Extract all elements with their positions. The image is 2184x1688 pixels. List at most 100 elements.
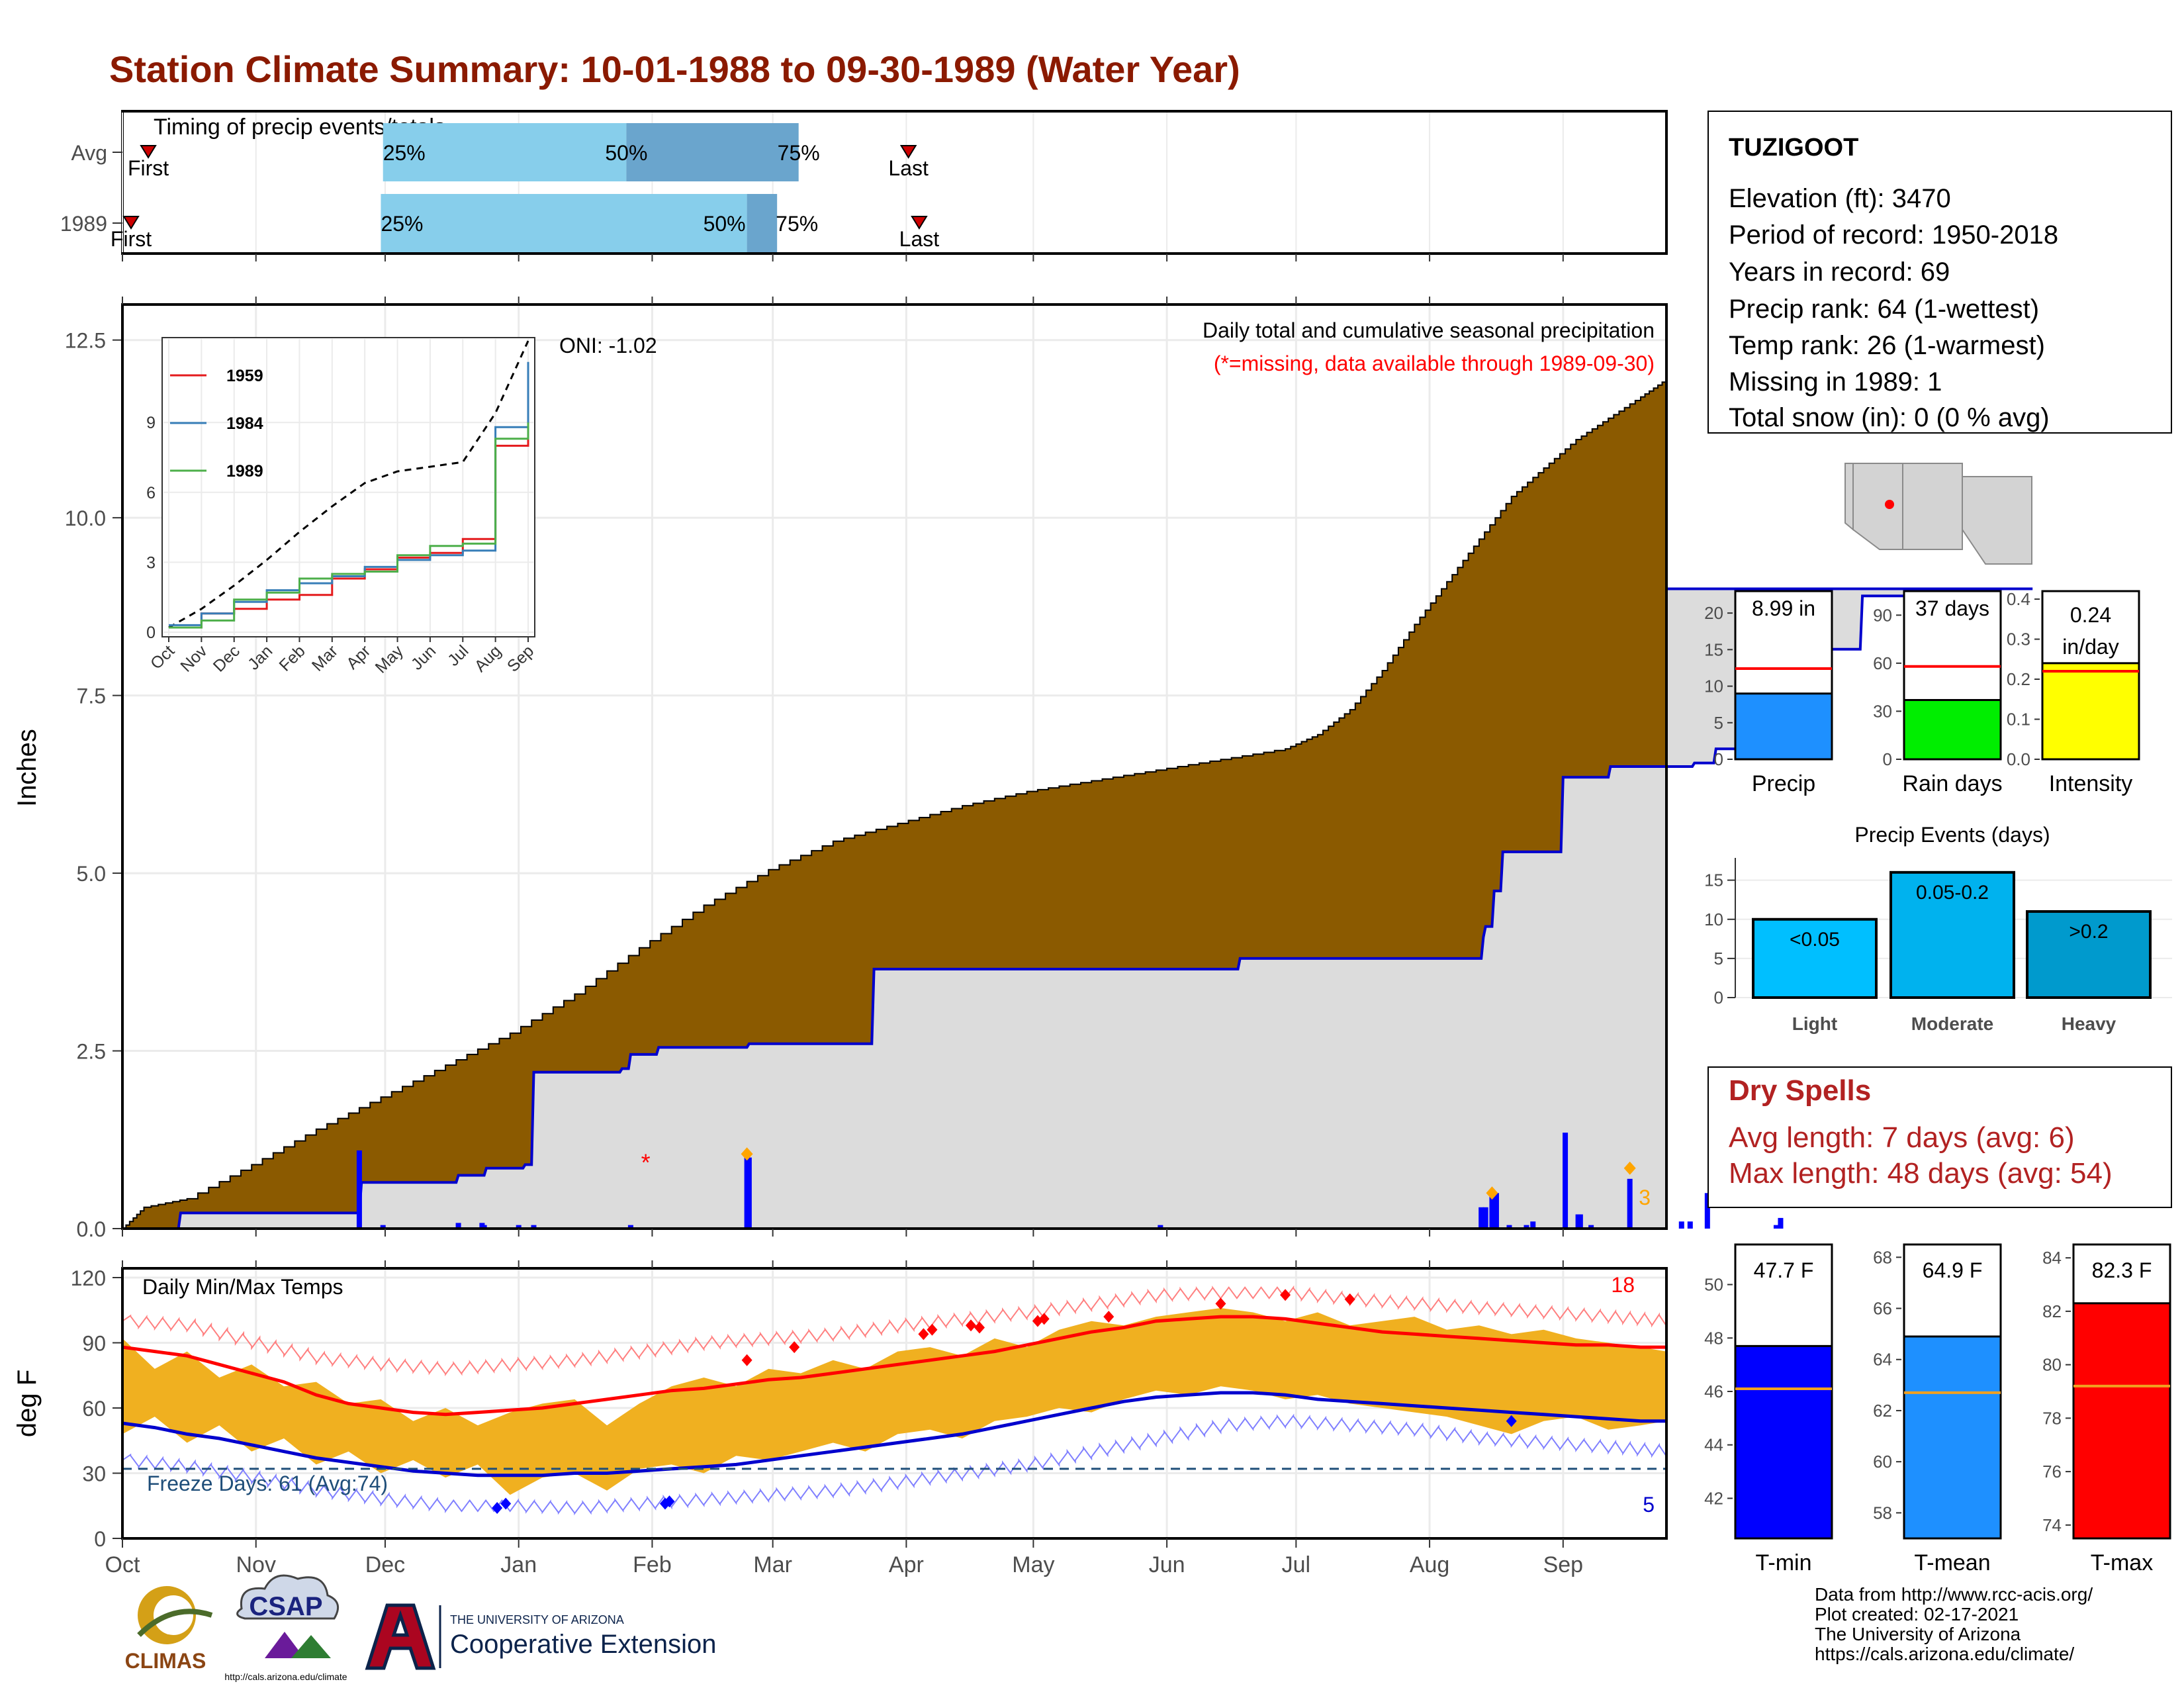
- month-label: Jun: [1149, 1552, 1185, 1577]
- mini-bar-category: Rain days: [1902, 771, 2002, 796]
- daily-precip-bar: [1563, 1133, 1569, 1229]
- record-max-marker: [927, 1323, 938, 1336]
- events-category-label: Moderate: [1911, 1013, 1993, 1034]
- inset-legend-label: 1959: [226, 367, 263, 385]
- station-location-marker: [1885, 500, 1894, 509]
- map-region-newmexico: [1902, 463, 1963, 550]
- record-min-marker: [492, 1502, 503, 1515]
- ua-small-text: THE UNIVERSITY OF ARIZONA: [450, 1613, 624, 1626]
- mini-bar-tick-label: 20: [1704, 603, 1723, 623]
- record-max-marker: [974, 1321, 985, 1334]
- page-title: Station Climate Summary: 10-01-1988 to 0…: [109, 48, 1240, 90]
- mini-bar-tick-label: 90: [1873, 605, 1892, 625]
- precip-chart: Inches 0.0 2.5 5.0 7.5 10.0 12.5 Daily total …: [13, 303, 2033, 1241]
- daily-precip-bar: [1773, 1225, 1779, 1229]
- timing-q50-label: 50%: [704, 212, 746, 236]
- timing-q25-label: 25%: [381, 212, 423, 236]
- dry-spells-frame: [1707, 1066, 2172, 1208]
- mini-bar-value-label: 8.99 in: [1752, 596, 1815, 620]
- footer-plot-created: Plot created: 02-17-2021: [1815, 1604, 2019, 1624]
- location-map: [1844, 462, 2034, 565]
- mini-bar-tick-label: 0: [1883, 749, 1892, 769]
- timing-q25-label: 25%: [383, 141, 426, 165]
- record-min-marker: [500, 1497, 512, 1510]
- csap-logo-text: CSAP: [249, 1592, 322, 1621]
- temp-y-tick-label: 90: [82, 1332, 106, 1356]
- events-y-tick-label: 10: [1704, 910, 1723, 929]
- mini-bar-tick-label: 0.4: [2007, 589, 2030, 609]
- record-max-marker: [1344, 1293, 1355, 1305]
- temperature-summary-bars: 42 44 46 48 50 47.7 F T-min 58 60 62 64 66 68 64.9 F T…: [1704, 1243, 2171, 1575]
- record-max-marker: [1280, 1289, 1291, 1301]
- temp-bar-tick-label: 66: [1873, 1299, 1892, 1319]
- avg-min-line: [122, 1391, 1666, 1477]
- precip-y-tick-label: 7.5: [77, 684, 106, 708]
- record-max-line: [122, 1285, 1667, 1377]
- temp-chart-title: Daily Min/Max Temps: [142, 1275, 343, 1299]
- timing-row-label: 1989: [60, 212, 107, 236]
- temp-bar-value-label: 82.3 F: [2092, 1258, 2152, 1282]
- station-info-frame: [1707, 111, 2172, 434]
- footer-url: https://cals.arizona.edu/climate/: [1815, 1644, 2074, 1664]
- temp-bar-tick-label: 80: [2042, 1355, 2062, 1375]
- record-min-marker: [1506, 1415, 1517, 1427]
- csap-url: http://cals.arizona.edu/climate: [224, 1671, 347, 1682]
- month-label: Mar: [753, 1552, 792, 1577]
- events-y-tick-label: 0: [1714, 988, 1723, 1008]
- daily-precip-bar: [1489, 1196, 1495, 1229]
- precip-y-axis-label: Inches: [13, 729, 42, 807]
- events-bar: [2026, 910, 2152, 999]
- events-bar-label: <0.05: [1790, 929, 1840, 951]
- climas-logo: CLIMAS: [125, 1586, 213, 1673]
- month-label: Jul: [1282, 1552, 1310, 1577]
- inset-y-tick-label: 9: [146, 414, 156, 432]
- daily-precip-bar: [356, 1150, 362, 1229]
- ua-a-icon: [365, 1603, 436, 1670]
- temp-bar-tick-label: 78: [2042, 1408, 2062, 1428]
- mini-bar-tick-label: 0: [1714, 749, 1723, 769]
- precip-y-tick-label: 5.0: [77, 862, 106, 886]
- temp-bar-value-label: 47.7 F: [1754, 1258, 1814, 1282]
- daily-precip-bar: [455, 1223, 461, 1229]
- timing-panel-frame: [121, 110, 1668, 255]
- timing-q50-q75-bar: [626, 123, 799, 181]
- map-region-california: [1844, 463, 1854, 532]
- daily-precip-bar: [627, 1225, 633, 1229]
- temp-bar-tick-label: 42: [1704, 1488, 1723, 1508]
- ua-logo: THE UNIVERSITY OF ARIZONA Cooperative Ex…: [365, 1603, 716, 1670]
- timing-last-marker: [911, 216, 928, 230]
- temp-bar-tick-label: 60: [1873, 1452, 1892, 1472]
- daily-precip-bar: [746, 1157, 752, 1229]
- mini-bar-tick-label: 0.1: [2007, 710, 2030, 729]
- inset-legend-label: 1989: [226, 462, 263, 481]
- mini-bar-value-unit: in/day: [2062, 635, 2118, 659]
- precip-marker: [1486, 1186, 1498, 1200]
- temp-bar-value: [1903, 1335, 2002, 1540]
- temp-bar-tick-label: 58: [1873, 1503, 1892, 1523]
- oni-label: ONI: -1.02: [559, 334, 657, 357]
- record-max-count: 18: [1611, 1273, 1635, 1297]
- timing-last-marker: [899, 145, 917, 159]
- mini-bar-tick-label: 5: [1714, 713, 1723, 733]
- events-category-label: Light: [1792, 1013, 1837, 1034]
- temp-bar-tick-label: 50: [1704, 1275, 1723, 1295]
- station-period: Period of record: 1950-2018: [1729, 220, 2058, 250]
- precip-chart-title: Daily total and cumulative seasonal prec…: [1203, 318, 1655, 342]
- station-years: Years in record: 69: [1729, 258, 1950, 287]
- mini-bar-tick-label: 0.0: [2007, 749, 2030, 769]
- temp-y-tick-label: 0: [94, 1527, 106, 1551]
- inset-series-line: [169, 422, 529, 629]
- timing-panel: Timing of precip events/totals Avg 25% 50%…: [60, 110, 1668, 255]
- precip-missing-note: (*=missing, data available through 1989-…: [1214, 352, 1655, 375]
- missing-data-marker: *: [641, 1149, 651, 1176]
- record-min-line: [122, 1413, 1667, 1516]
- timing-q75-label: 75%: [776, 212, 818, 236]
- precip-count-label: 3: [1639, 1186, 1651, 1209]
- daily-precip-bar: [1530, 1221, 1536, 1229]
- temp-bar-value: [2072, 1302, 2171, 1540]
- precip-y-tick-label: 10.0: [65, 506, 106, 530]
- record-max-marker: [966, 1319, 977, 1332]
- record-max-marker: [789, 1341, 800, 1354]
- record-min-marker: [664, 1495, 675, 1508]
